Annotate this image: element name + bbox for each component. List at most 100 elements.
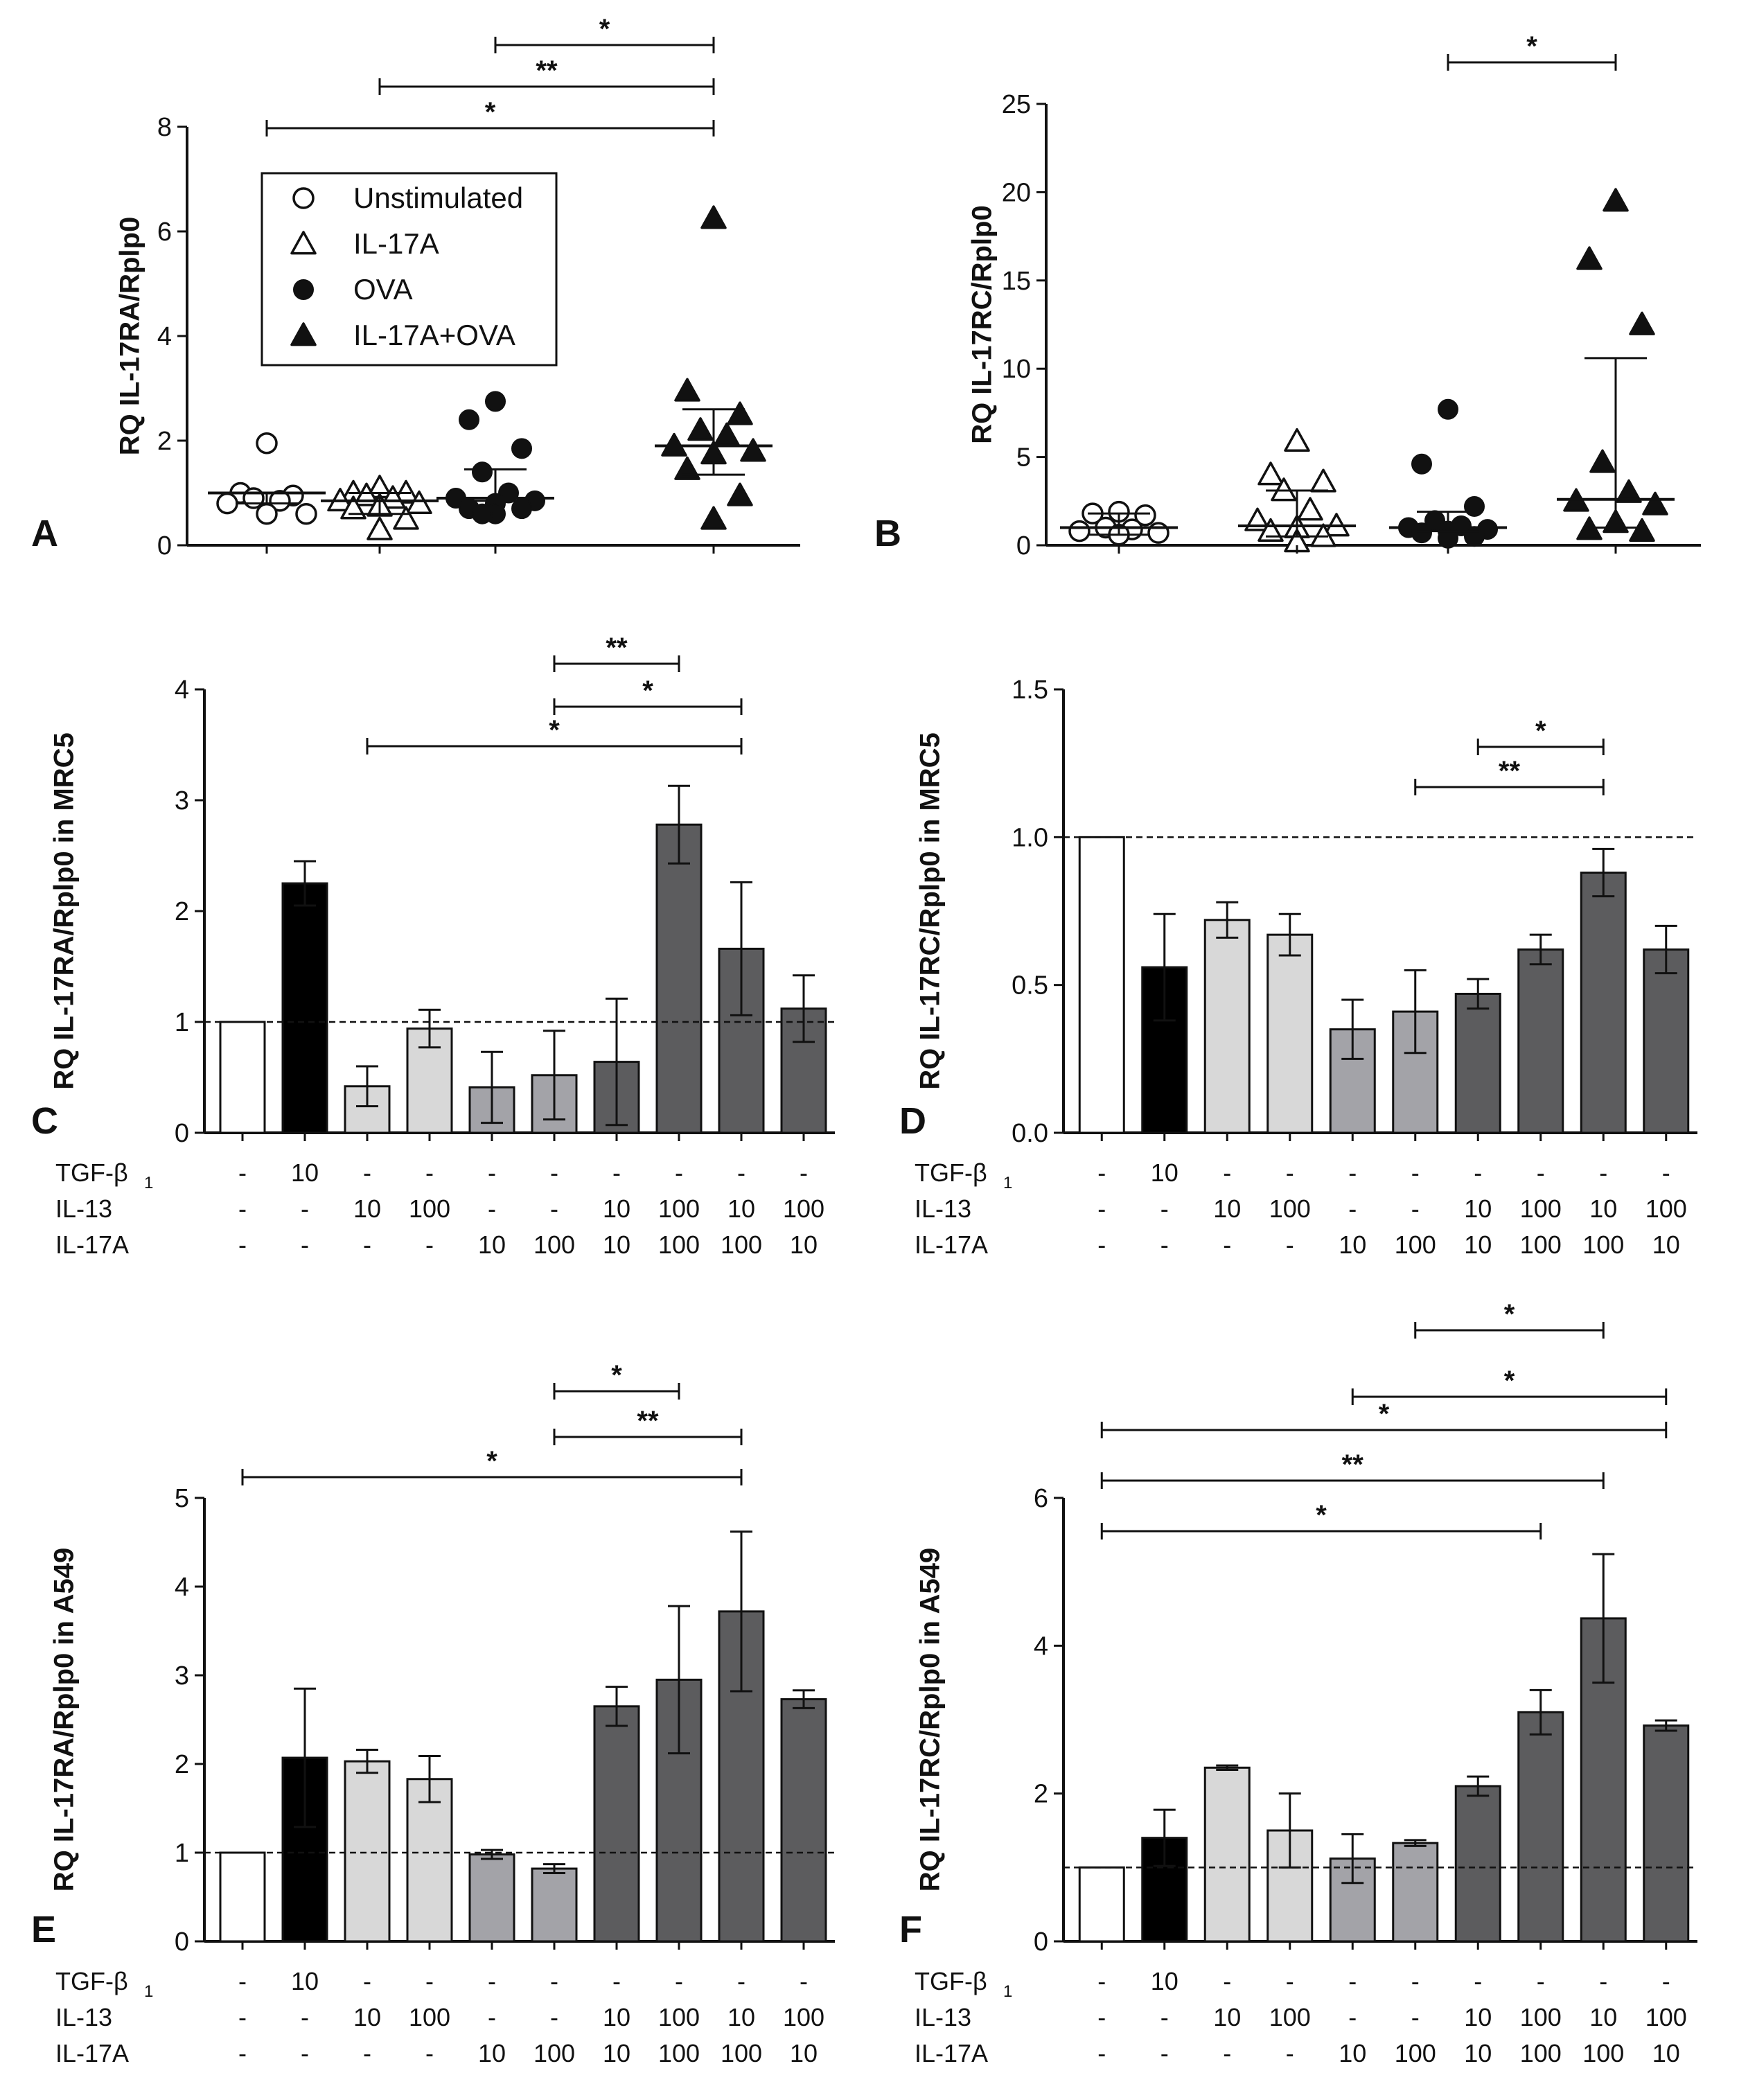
legend: Unstimulated IL-17A OVA IL-17A+OVA bbox=[261, 172, 558, 367]
treatment-cell: - bbox=[1286, 1230, 1294, 1259]
treatment-cell: - bbox=[737, 1158, 745, 1187]
panel-d: D RQ IL-17RC/Rplp0 in MRC5 0.0 0.5 1.0 1.5 TGF… bbox=[899, 676, 1697, 1259]
treatment-cell: 100 bbox=[1645, 2003, 1687, 2031]
treatment-cell: 10 bbox=[1339, 2039, 1366, 2067]
significance-bracket: * bbox=[241, 1446, 743, 1485]
y-tick-label: 3 bbox=[175, 786, 189, 815]
data-point bbox=[472, 503, 493, 524]
treatment-cell: 10 bbox=[1589, 1194, 1617, 1223]
y-tick-label: 2 bbox=[1034, 1780, 1048, 1809]
significance-bracket: ** bbox=[1414, 756, 1605, 795]
treatment-row-label: IL-17A bbox=[915, 2039, 988, 2067]
treatment-subscript: 1 bbox=[1003, 1174, 1012, 1192]
treatment-subscript: 1 bbox=[1003, 1982, 1012, 2001]
treatment-cell: - bbox=[1474, 1967, 1482, 1995]
y-tick-label: 2 bbox=[157, 427, 172, 456]
treatment-cell: - bbox=[1411, 2003, 1420, 2031]
y-axis-title: RQ IL-17RC/Rplp0 in MRC5 bbox=[915, 732, 946, 1090]
treatment-cell: 10 bbox=[727, 1194, 755, 1223]
data-point bbox=[1134, 504, 1156, 527]
bar bbox=[1078, 836, 1125, 1134]
treatment-cell: 100 bbox=[1520, 2003, 1562, 2031]
significance-label: ** bbox=[637, 1406, 659, 1436]
treatment-cell: - bbox=[1537, 1967, 1545, 1995]
treatment-cell: - bbox=[425, 1158, 434, 1187]
data-point bbox=[1411, 522, 1432, 544]
bar bbox=[655, 823, 703, 1134]
panel-label: D bbox=[899, 1100, 926, 1142]
group-2 bbox=[1389, 398, 1507, 549]
treatment-cell: 10 bbox=[790, 1230, 818, 1259]
treatment-cell: - bbox=[1599, 1967, 1607, 1995]
treatment-cell: 10 bbox=[291, 1967, 319, 1995]
significance-bracket: ** bbox=[553, 1406, 743, 1445]
treatment-cell: - bbox=[1411, 1158, 1420, 1187]
treatment-cell: - bbox=[1411, 1967, 1420, 1995]
treatment-cell: - bbox=[550, 1194, 558, 1223]
bar bbox=[780, 1698, 827, 1943]
treatment-cell: - bbox=[238, 1194, 247, 1223]
treatment-cell: - bbox=[1097, 1967, 1106, 1995]
data-point bbox=[687, 417, 714, 441]
treatment-row-label: TGF-β bbox=[55, 1967, 128, 1995]
significance-label: * bbox=[1526, 31, 1537, 62]
data-point bbox=[740, 438, 766, 462]
y-tick-label: 0 bbox=[157, 531, 172, 561]
treatment-cell: 100 bbox=[783, 2003, 824, 2031]
data-point bbox=[1576, 246, 1603, 270]
y-tick-label: 5 bbox=[1016, 443, 1031, 473]
treatment-cell: 10 bbox=[1464, 2039, 1492, 2067]
legend-label: OVA bbox=[353, 273, 413, 306]
treatment-cell: 10 bbox=[1213, 2003, 1241, 2031]
significance-label: * bbox=[1504, 1366, 1515, 1396]
treatment-cell: - bbox=[238, 1158, 247, 1187]
bar bbox=[281, 882, 328, 1134]
treatment-cell: - bbox=[1537, 1158, 1545, 1187]
treatment-cell: 100 bbox=[1582, 2039, 1624, 2067]
treatment-cell: 10 bbox=[1652, 2039, 1680, 2067]
treatment-cell: 10 bbox=[353, 2003, 381, 2031]
treatment-cell: 10 bbox=[1589, 2003, 1617, 2031]
bar bbox=[1643, 948, 1690, 1134]
treatment-cell: 10 bbox=[1464, 1194, 1492, 1223]
y-tick-label: 1 bbox=[175, 1008, 189, 1037]
treatment-cell: - bbox=[1474, 1158, 1482, 1187]
treatment-cell: - bbox=[363, 1158, 371, 1187]
legend-label: IL-17A+OVA bbox=[353, 319, 515, 351]
bar bbox=[780, 1007, 827, 1134]
treatment-cell: - bbox=[1662, 1967, 1670, 1995]
y-axis-title: RQ IL-17RA/Rplp0 bbox=[115, 217, 145, 455]
treatment-cell: - bbox=[612, 1158, 621, 1187]
data-point bbox=[1642, 491, 1668, 515]
significance-bracket: * bbox=[1414, 1299, 1605, 1339]
treatment-cell: 10 bbox=[478, 2039, 506, 2067]
significance-bracket: * bbox=[494, 14, 715, 53]
treatment-cell: - bbox=[1348, 2003, 1357, 2031]
treatment-cell: 100 bbox=[1520, 2039, 1562, 2067]
bar bbox=[1203, 1766, 1251, 1943]
treatment-cell: 100 bbox=[658, 2003, 700, 2031]
significance-label: ** bbox=[536, 55, 558, 86]
data-point bbox=[1438, 398, 1458, 420]
significance-bracket: * bbox=[1100, 1399, 1668, 1438]
data-point bbox=[1629, 518, 1655, 542]
bar bbox=[406, 1778, 453, 1943]
treatment-cell: - bbox=[363, 2039, 371, 2067]
data-point bbox=[674, 456, 700, 480]
data-point bbox=[340, 495, 367, 520]
treatment-cell: 100 bbox=[409, 2003, 450, 2031]
data-point bbox=[1629, 311, 1655, 335]
treatment-row-label: IL-13 bbox=[55, 2003, 112, 2031]
treatment-cell: 10 bbox=[1213, 1194, 1241, 1223]
data-point bbox=[367, 516, 393, 540]
treatment-cell: - bbox=[1286, 1967, 1294, 1995]
treatment-cell: - bbox=[550, 2003, 558, 2031]
data-point bbox=[290, 322, 317, 346]
treatment-subscript: 1 bbox=[144, 1982, 153, 2001]
y-axis-title: RQ IL-17RA/Rplp0 in MRC5 bbox=[49, 732, 80, 1090]
treatment-cell: 100 bbox=[1269, 2003, 1311, 2031]
significance-label: ** bbox=[606, 633, 628, 663]
bar bbox=[1580, 872, 1627, 1134]
y-tick-label: 1.0 bbox=[1012, 823, 1048, 852]
